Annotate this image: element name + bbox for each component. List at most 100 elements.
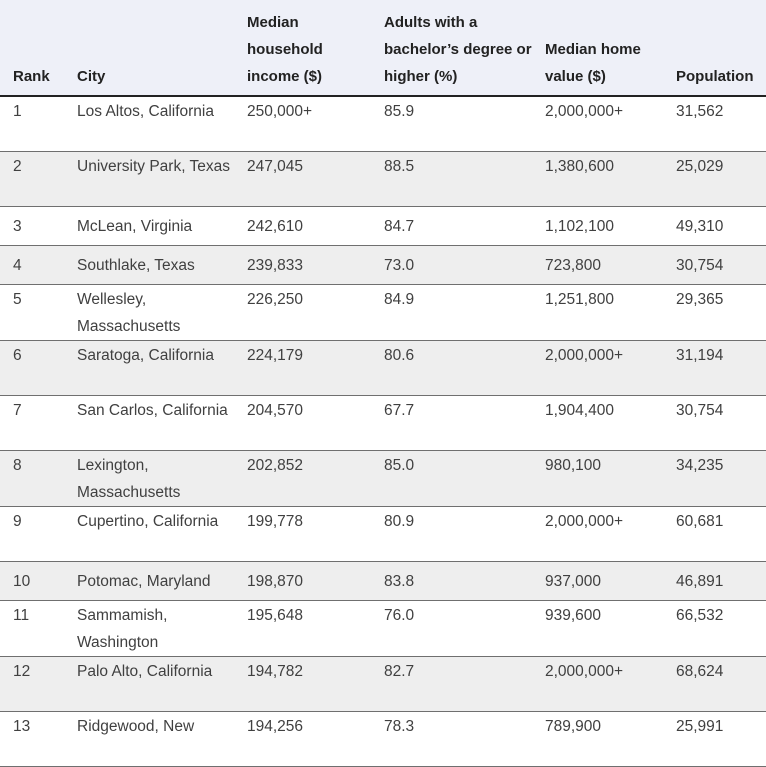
cell-income: 194,782 bbox=[234, 656, 371, 712]
cell-rank: 3 bbox=[0, 206, 64, 246]
cell-education: 84.7 bbox=[371, 206, 532, 246]
cell-population: 25,029 bbox=[663, 151, 766, 207]
cell-city: University Park, Texas bbox=[64, 151, 234, 207]
cell-rank: 8 bbox=[0, 450, 64, 507]
cell-population: 30,754 bbox=[663, 245, 766, 285]
cell-education: 80.9 bbox=[371, 506, 532, 562]
table-row: 11 Sammamish, Washington 195,648 76.0 93… bbox=[0, 600, 766, 657]
header-population: Population bbox=[663, 0, 766, 97]
header-rank: Rank bbox=[0, 0, 64, 97]
table-row: 1 Los Altos, California 250,000+ 85.9 2,… bbox=[0, 96, 766, 152]
cell-home-value: 1,251,800 bbox=[532, 284, 663, 341]
cell-population: 68,624 bbox=[663, 656, 766, 712]
table-row: 4 Southlake, Texas 239,833 73.0 723,800 … bbox=[0, 245, 766, 285]
cell-income: 247,045 bbox=[234, 151, 371, 207]
cell-home-value: 1,380,600 bbox=[532, 151, 663, 207]
cell-city: McLean, Virginia bbox=[64, 206, 234, 246]
cell-city: San Carlos, California bbox=[64, 395, 234, 451]
cell-education: 76.0 bbox=[371, 600, 532, 657]
cell-home-value: 2,000,000+ bbox=[532, 506, 663, 562]
cell-population: 49,310 bbox=[663, 206, 766, 246]
cell-income: 194,256 bbox=[234, 711, 371, 767]
cell-rank: 13 bbox=[0, 711, 64, 767]
cell-education: 85.0 bbox=[371, 450, 532, 507]
cell-rank: 2 bbox=[0, 151, 64, 207]
header-row: Rank City Median household income ($) Ad… bbox=[0, 0, 766, 97]
cell-education: 67.7 bbox=[371, 395, 532, 451]
cell-education: 85.9 bbox=[371, 96, 532, 152]
cell-income: 224,179 bbox=[234, 340, 371, 396]
cell-home-value: 980,100 bbox=[532, 450, 663, 507]
cell-city: Southlake, Texas bbox=[64, 245, 234, 285]
cell-population: 34,235 bbox=[663, 450, 766, 507]
cell-income: 199,778 bbox=[234, 506, 371, 562]
cell-education: 78.3 bbox=[371, 711, 532, 767]
cell-home-value: 1,904,400 bbox=[532, 395, 663, 451]
cell-income: 195,648 bbox=[234, 600, 371, 657]
cell-education: 80.6 bbox=[371, 340, 532, 396]
cell-population: 25,991 bbox=[663, 711, 766, 767]
cell-home-value: 789,900 bbox=[532, 711, 663, 767]
cell-population: 30,754 bbox=[663, 395, 766, 451]
header-city: City bbox=[64, 0, 234, 97]
cell-income: 198,870 bbox=[234, 561, 371, 601]
cell-rank: 7 bbox=[0, 395, 64, 451]
cell-rank: 6 bbox=[0, 340, 64, 396]
header-home-value: Median home value ($) bbox=[532, 0, 663, 97]
cell-city: Saratoga, California bbox=[64, 340, 234, 396]
header-education: Adults with a bachelor’s degree or highe… bbox=[371, 0, 532, 97]
table-row: 2 University Park, Texas 247,045 88.5 1,… bbox=[0, 151, 766, 207]
cell-city: Cupertino, California bbox=[64, 506, 234, 562]
cell-city: Palo Alto, California bbox=[64, 656, 234, 712]
cell-population: 31,562 bbox=[663, 96, 766, 152]
cell-rank: 11 bbox=[0, 600, 64, 657]
cell-city: Wellesley, Massachusetts bbox=[64, 284, 234, 341]
cell-population: 31,194 bbox=[663, 340, 766, 396]
cell-home-value: 2,000,000+ bbox=[532, 96, 663, 152]
cell-population: 29,365 bbox=[663, 284, 766, 341]
cell-home-value: 937,000 bbox=[532, 561, 663, 601]
cell-population: 46,891 bbox=[663, 561, 766, 601]
cell-rank: 12 bbox=[0, 656, 64, 712]
cell-income: 202,852 bbox=[234, 450, 371, 507]
table-row: 12 Palo Alto, California 194,782 82.7 2,… bbox=[0, 656, 766, 712]
cell-city: Los Altos, California bbox=[64, 96, 234, 152]
cell-city: Potomac, Maryland bbox=[64, 561, 234, 601]
table-row: 9 Cupertino, California 199,778 80.9 2,0… bbox=[0, 506, 766, 562]
cell-home-value: 1,102,100 bbox=[532, 206, 663, 246]
cell-home-value: 723,800 bbox=[532, 245, 663, 285]
table-row: 6 Saratoga, California 224,179 80.6 2,00… bbox=[0, 340, 766, 396]
table-row: 8 Lexington, Massachusetts 202,852 85.0 … bbox=[0, 450, 766, 507]
cell-rank: 1 bbox=[0, 96, 64, 152]
cell-home-value: 2,000,000+ bbox=[532, 340, 663, 396]
cell-rank: 4 bbox=[0, 245, 64, 285]
cell-rank: 5 bbox=[0, 284, 64, 341]
cell-home-value: 939,600 bbox=[532, 600, 663, 657]
cell-education: 88.5 bbox=[371, 151, 532, 207]
table-body: 1 Los Altos, California 250,000+ 85.9 2,… bbox=[0, 96, 766, 767]
table-row: 5 Wellesley, Massachusetts 226,250 84.9 … bbox=[0, 284, 766, 341]
cell-city: Lexington, Massachusetts bbox=[64, 450, 234, 507]
table-header: Rank City Median household income ($) Ad… bbox=[0, 0, 766, 97]
table-row: 7 San Carlos, California 204,570 67.7 1,… bbox=[0, 395, 766, 451]
table-row: 10 Potomac, Maryland 198,870 83.8 937,00… bbox=[0, 561, 766, 601]
cell-income: 226,250 bbox=[234, 284, 371, 341]
cell-home-value: 2,000,000+ bbox=[532, 656, 663, 712]
cell-population: 60,681 bbox=[663, 506, 766, 562]
header-income: Median household income ($) bbox=[234, 0, 371, 97]
cell-income: 250,000+ bbox=[234, 96, 371, 152]
cell-city: Sammamish, Washington bbox=[64, 600, 234, 657]
cell-rank: 10 bbox=[0, 561, 64, 601]
table-row: 3 McLean, Virginia 242,610 84.7 1,102,10… bbox=[0, 206, 766, 246]
cell-education: 73.0 bbox=[371, 245, 532, 285]
cell-income: 242,610 bbox=[234, 206, 371, 246]
cell-education: 82.7 bbox=[371, 656, 532, 712]
cell-education: 84.9 bbox=[371, 284, 532, 341]
cell-income: 239,833 bbox=[234, 245, 371, 285]
cell-city: Ridgewood, New bbox=[64, 711, 234, 767]
cell-population: 66,532 bbox=[663, 600, 766, 657]
cell-income: 204,570 bbox=[234, 395, 371, 451]
cell-education: 83.8 bbox=[371, 561, 532, 601]
cell-rank: 9 bbox=[0, 506, 64, 562]
table-row: 13 Ridgewood, New 194,256 78.3 789,900 2… bbox=[0, 711, 766, 767]
